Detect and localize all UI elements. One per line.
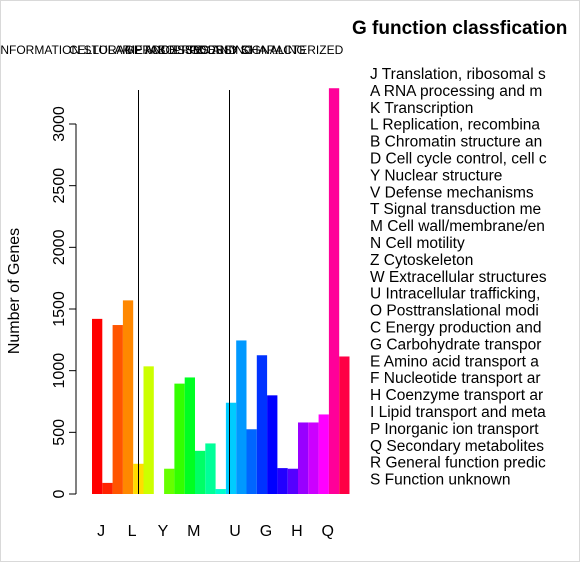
x-tick-label-H: H [291, 523, 303, 540]
legend-entry: U Intracellular trafficking, [370, 286, 540, 303]
group-label: POORLY CHARACTERIZED [189, 43, 344, 57]
bar-N [195, 450, 206, 494]
legend-entry: G Carbohydrate transpor [370, 336, 541, 353]
legend-entry: F Nucleotide transport ar [370, 370, 541, 387]
x-tick-label-M: M [187, 523, 200, 540]
bar-V [164, 468, 175, 494]
y-tick-label: 500 [51, 419, 68, 446]
group-label: INFORMATION STORAGE AND PROCESSING [1, 43, 253, 57]
bar-I [298, 422, 309, 494]
legend-entry: R General function predic [370, 455, 546, 472]
y-axis: 0 500 1000 1500 2000 2500 3000 [51, 106, 77, 498]
legend-entry: J Translation, ribosomal s [370, 66, 546, 83]
y-tick-label: 2500 [51, 168, 68, 204]
legend-entry: C Energy production and [370, 320, 541, 337]
bar-K [112, 325, 123, 494]
legend-entry: H Coenzyme transport ar [370, 387, 543, 404]
bar-M [184, 377, 195, 494]
bar-L [122, 300, 134, 494]
y-tick-label: 0 [51, 489, 68, 498]
bar-O [236, 340, 247, 494]
bar-P [308, 422, 319, 494]
bar-Z [205, 443, 216, 494]
bars [92, 88, 350, 494]
legend-entry: O Posttranslational modi [370, 303, 539, 320]
legend-entry: S Function unknown [370, 472, 510, 489]
y-tick-label: 1000 [51, 353, 68, 389]
legend-entry: Q Secondary metabolites [370, 438, 544, 455]
legend-entry: T Signal transduction me [370, 201, 541, 218]
x-tick-label-Q: Q [322, 523, 334, 540]
legend-entry: E Amino acid transport a [370, 353, 539, 370]
bar-J [92, 318, 103, 494]
bar-C [246, 429, 257, 494]
bar-G [256, 355, 268, 494]
bar-Q [318, 414, 329, 494]
legend-entry: I Lipid transport and meta [370, 404, 546, 421]
legend-entry: P Inorganic ion transport [370, 421, 539, 438]
legend-entry: K Transcription [370, 100, 473, 117]
legend-entry: M Cell wall/membrane/en [370, 218, 545, 235]
y-tick-label: 2000 [51, 229, 68, 265]
legend-entry: D Cell cycle control, cell c [370, 151, 547, 168]
x-tick-label-U: U [229, 523, 241, 540]
group-separators [138, 90, 230, 494]
y-tick-label: 1500 [51, 291, 68, 327]
legend: J Translation, ribosomal sA RNA processi… [370, 66, 547, 489]
bar-H [287, 468, 298, 494]
bar-R [328, 88, 340, 494]
group-label: CELLULAR PROCESSES AND SIGNALING [69, 43, 306, 57]
bar-A [102, 482, 113, 494]
group-label: METABOLISM [125, 43, 203, 57]
bar-D [143, 366, 154, 494]
chart-title: G function classfication [352, 18, 567, 39]
bar-U [225, 402, 237, 494]
legend-entry: Z Cytoskeleton [370, 252, 473, 269]
bar-F [277, 468, 288, 494]
y-axis-title: Number of Genes [6, 228, 23, 354]
x-tick-label-L: L [128, 523, 137, 540]
legend-entry: N Cell motility [370, 235, 465, 252]
legend-entry: B Chromatin structure an [370, 134, 542, 151]
bar-S [339, 356, 350, 494]
legend-entry: A RNA processing and m [370, 83, 542, 100]
y-tick-label: 3000 [51, 106, 68, 142]
bar-T [174, 383, 185, 494]
x-tick-label-G: G [260, 523, 272, 540]
x-tick-label-J: J [97, 523, 105, 540]
bar-W [215, 489, 226, 494]
group-labels: INFORMATION STORAGE AND PROCESSINGCELLUL… [1, 43, 344, 57]
bar-E [267, 395, 278, 494]
legend-entry: Y Nuclear structure [370, 167, 502, 184]
legend-entry: W Extracellular structures [370, 269, 547, 286]
x-tick-label-Y: Y [158, 523, 169, 540]
legend-entry: V Defense mechanisms [370, 184, 534, 201]
legend-entry: L Replication, recombina [370, 117, 540, 134]
